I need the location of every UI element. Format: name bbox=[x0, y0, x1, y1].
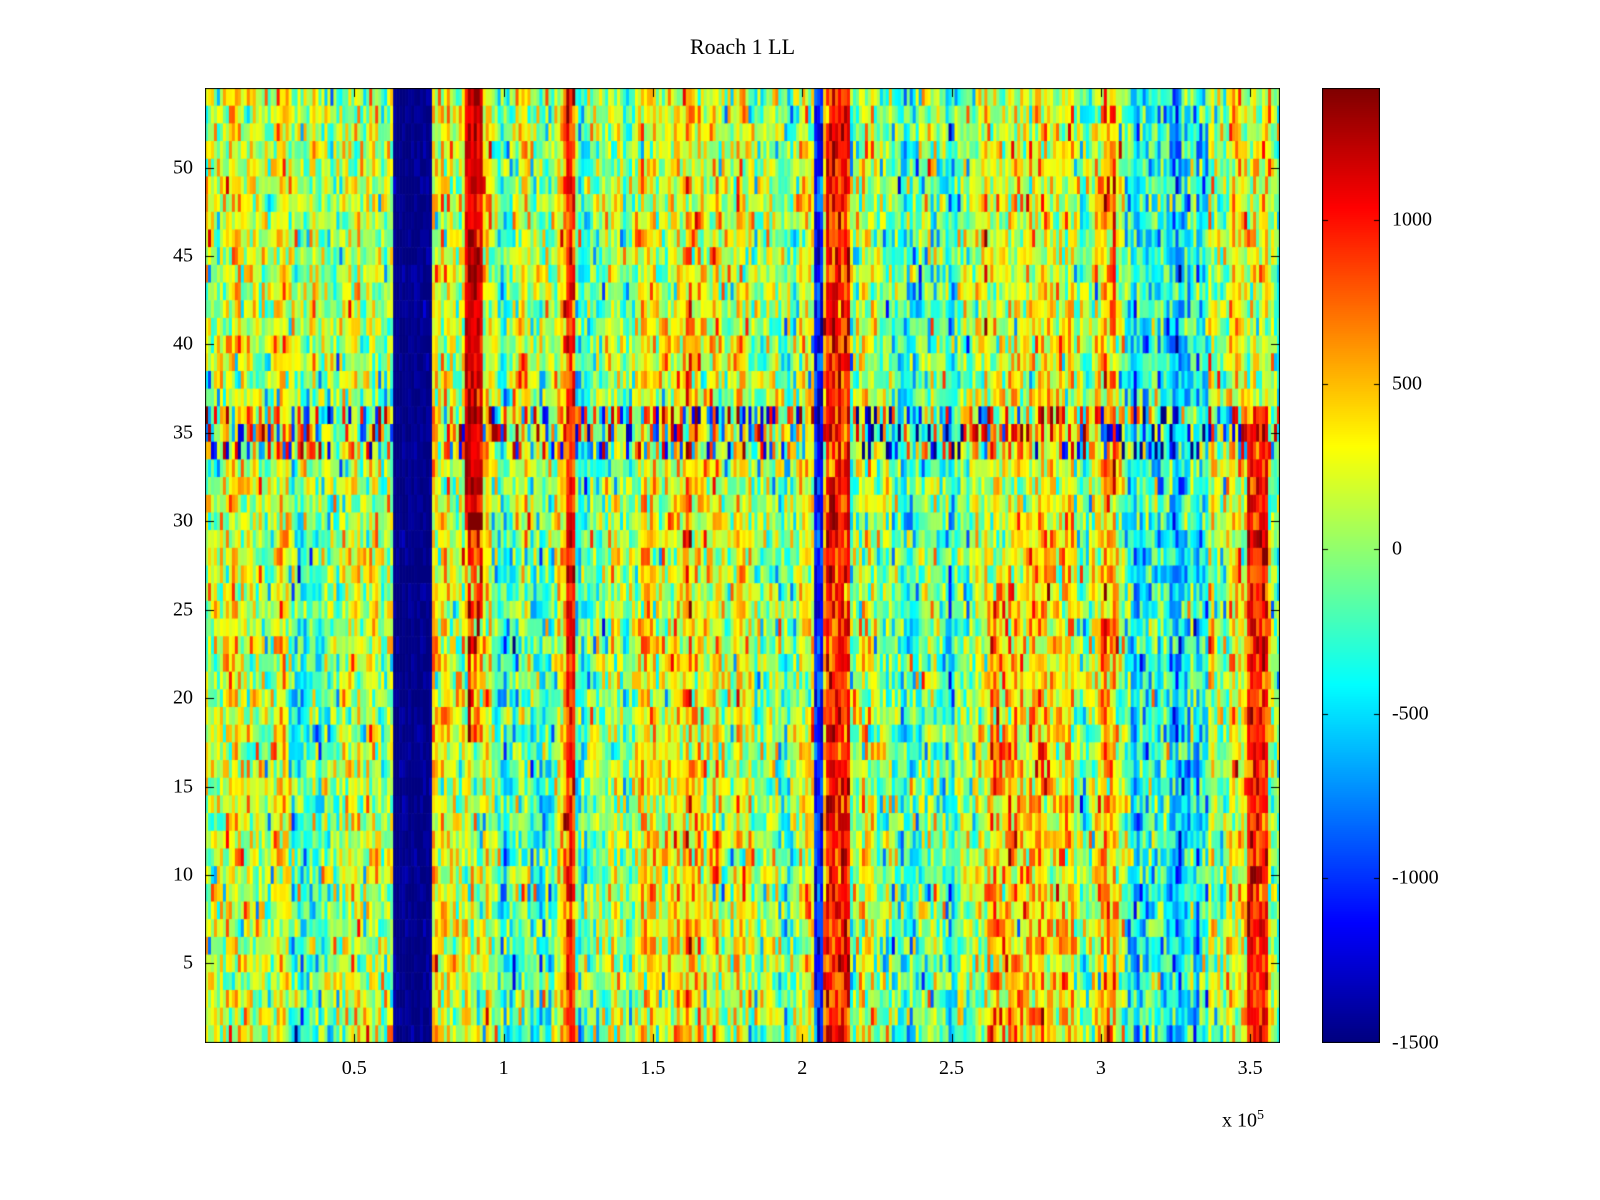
x-tick-label: 1.5 bbox=[640, 1057, 666, 1079]
exponent-value: 5 bbox=[1257, 1108, 1264, 1123]
y-tick-label: 5 bbox=[183, 951, 193, 974]
y-tick-label: 50 bbox=[173, 156, 193, 179]
y-tick-label: 35 bbox=[173, 421, 193, 444]
y-tick-label: 40 bbox=[173, 332, 193, 355]
y-tick-label: 15 bbox=[173, 775, 193, 798]
y-tick-label: 25 bbox=[173, 598, 193, 621]
exponent-prefix: x 10 bbox=[1222, 1109, 1257, 1132]
heatmap-canvas bbox=[205, 88, 1280, 1043]
chart-title: Roach 1 LL bbox=[689, 34, 796, 59]
x-axis-exponent-label: x 105 bbox=[1222, 1108, 1264, 1133]
x-tick-label: 2.5 bbox=[939, 1057, 965, 1079]
x-tick-label: 2 bbox=[797, 1057, 808, 1079]
x-tick-label: 0.5 bbox=[341, 1057, 367, 1079]
colorbar-canvas bbox=[1322, 88, 1380, 1043]
y-tick-label: 30 bbox=[173, 509, 193, 532]
x-tick-label: 3.5 bbox=[1237, 1057, 1263, 1079]
colorbar-tick-label: -500 bbox=[1392, 702, 1429, 725]
y-tick-label: 45 bbox=[173, 244, 193, 267]
colorbar-tick-label: 1000 bbox=[1392, 208, 1432, 231]
y-tick-label: 10 bbox=[173, 863, 193, 886]
colorbar-tick-label: 500 bbox=[1392, 372, 1422, 395]
y-tick-label: 20 bbox=[173, 686, 193, 709]
colorbar-tick-label: -1500 bbox=[1392, 1031, 1439, 1054]
x-tick-label: 3 bbox=[1095, 1057, 1106, 1079]
colorbar-tick-label: 0 bbox=[1392, 537, 1402, 560]
x-tick-label: 1 bbox=[498, 1057, 509, 1079]
colorbar-tick-label: -1000 bbox=[1392, 866, 1439, 889]
